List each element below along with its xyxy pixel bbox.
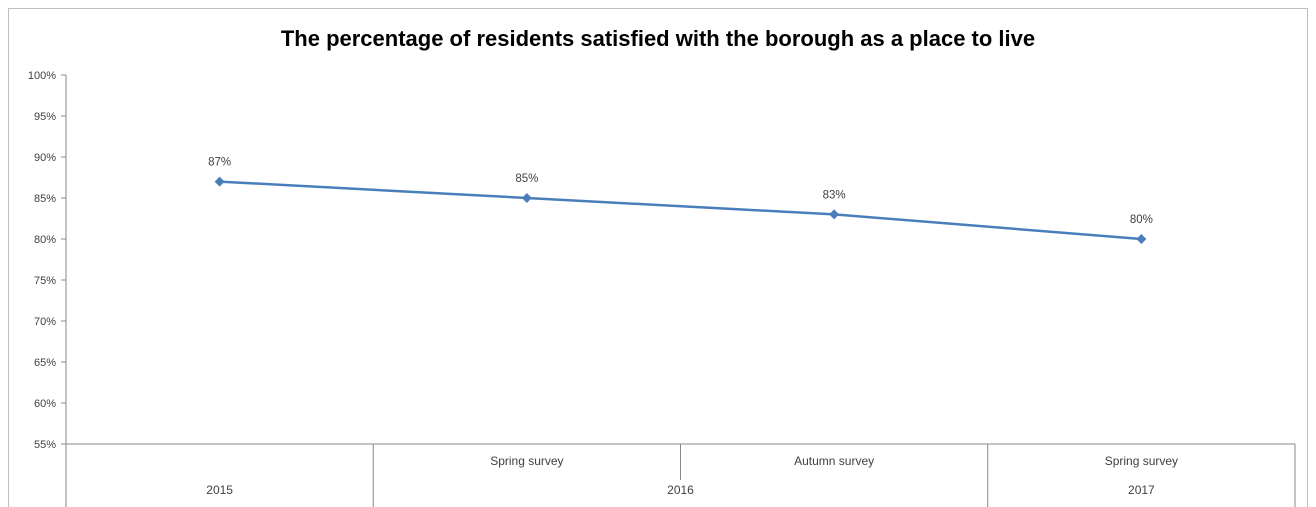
data-label: 80%: [1130, 214, 1153, 226]
category-label: Spring survey: [1105, 454, 1178, 468]
data-point-marker: [1136, 234, 1147, 244]
data-label: 87%: [208, 157, 231, 169]
category-label: Spring survey: [490, 454, 563, 468]
y-tick-label: 70%: [34, 316, 56, 328]
y-tick-label: 75%: [34, 275, 56, 287]
chart-title: The percentage of residents satisfied wi…: [281, 26, 1035, 51]
y-tick-label: 60%: [34, 398, 56, 410]
axes: [61, 74, 1296, 507]
chart-frame: [8, 8, 1308, 507]
y-tick-label: 100%: [28, 70, 56, 82]
y-tick-label: 90%: [34, 152, 56, 164]
group-label: 2015: [206, 483, 233, 497]
data-label: 83%: [823, 189, 846, 201]
y-tick-label: 95%: [34, 111, 56, 123]
data-labels: 87% 85% 83% 80%: [208, 157, 1153, 226]
y-tick-label: 85%: [34, 193, 56, 205]
data-point-marker: [214, 176, 225, 187]
series-line-group: [214, 176, 1147, 244]
group-label: 2017: [1128, 483, 1155, 497]
data-point-marker: [829, 209, 840, 220]
y-tick-label: 65%: [34, 357, 56, 369]
group-label: 2016: [667, 483, 694, 497]
y-tick-label: 80%: [34, 234, 56, 246]
category-axis: Spring survey Autumn survey Spring survey 2…: [206, 454, 1178, 497]
y-tick-label: 55%: [34, 439, 56, 451]
y-tick-labels: 55% 60% 65% 70% 75% 80% 85% 90% 95% 100%: [28, 70, 56, 451]
series-line: [219, 180, 1142, 241]
data-label: 85%: [515, 173, 538, 185]
category-label: Autumn survey: [794, 454, 874, 468]
data-point-marker: [521, 193, 532, 203]
